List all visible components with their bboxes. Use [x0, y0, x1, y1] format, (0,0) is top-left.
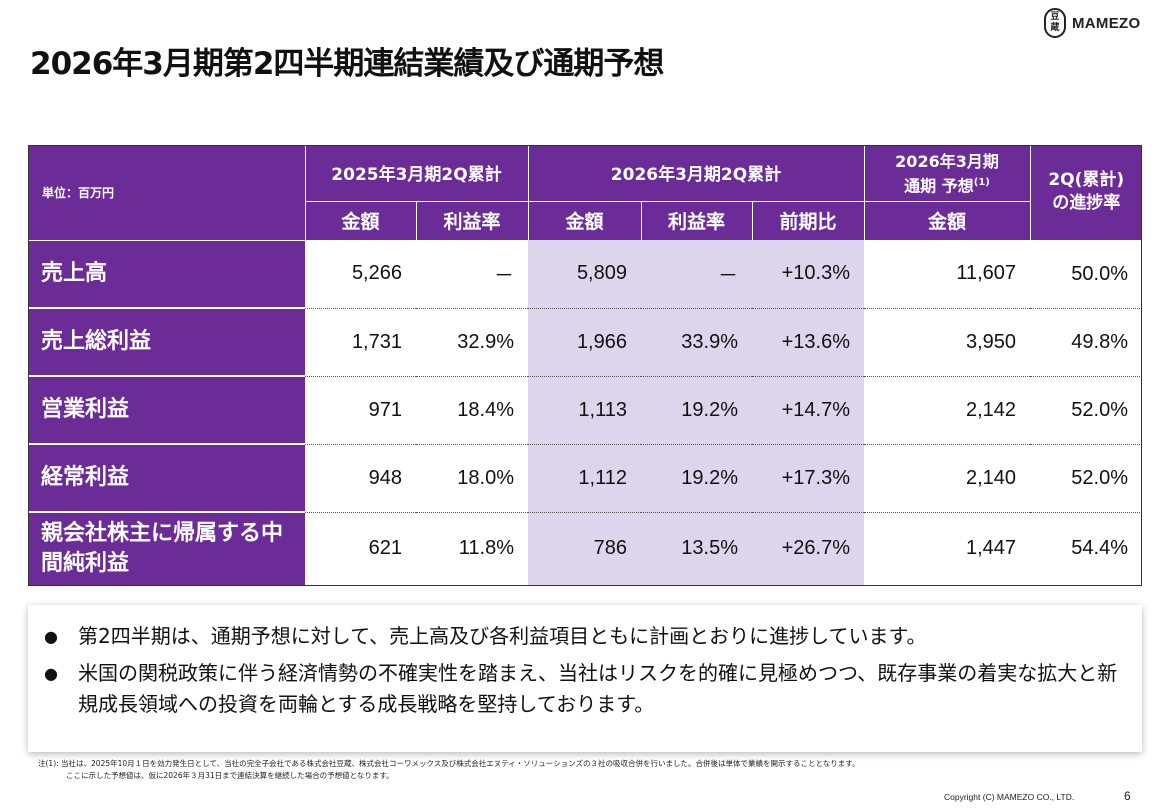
row-label: 経常利益	[28, 444, 305, 513]
row-label: 親会社株主に帰属する中間純利益	[28, 512, 305, 585]
header-progress-line1: 2Q(累計)	[1048, 170, 1125, 191]
cell-forecast: 2,140	[864, 444, 1031, 513]
row-label: 売上高	[28, 240, 305, 309]
subheader-amount-2026: 金額	[528, 201, 642, 240]
header-progress: 2Q(累計) の進捗率	[1030, 145, 1143, 241]
bullet-icon: ●	[44, 627, 58, 646]
table-row: 営業利益 971 18.4% 1,113 19.2% +14.7% 2,142 …	[28, 376, 1143, 445]
cell-margin-2025: 18.0%	[416, 444, 528, 513]
cell-amount-2025: 948	[305, 444, 416, 513]
header-progress-line2: の進捗率	[1052, 193, 1121, 214]
cell-amount-2025: 1,731	[305, 308, 416, 377]
bullet-text: 第2四半期は、通期予想に対して、売上高及び各利益項目ともに計画とおりに進捗してい…	[78, 624, 927, 648]
cell-forecast: 2,142	[864, 376, 1031, 445]
cell-forecast: 3,950	[864, 308, 1031, 377]
cell-progress: 54.4%	[1071, 537, 1129, 560]
cell-yoy: +10.3%	[752, 240, 865, 309]
bullet-icon: ●	[44, 664, 58, 683]
subheader-amount-2025: 金額	[305, 201, 417, 240]
results-table: 単位：百万円 2025年3月期2Q累計 2026年3月期2Q累計 2026年3月…	[28, 145, 1143, 585]
cell-amount-2026: 5,809	[528, 240, 641, 309]
subheader-margin-2025: 利益率	[416, 201, 529, 240]
header-forecast: 2026年3月期 通期 予想(1)	[864, 145, 1031, 202]
cell-margin-2026: 33.9%	[641, 308, 752, 377]
header-forecast-line1: 2026年3月期	[895, 152, 999, 172]
cell-amount-2026: 786	[528, 512, 641, 585]
cell-yoy: +14.7%	[752, 376, 865, 445]
cell-margin-2026: 19.2%	[641, 376, 752, 445]
cell-yoy: +17.3%	[752, 444, 865, 513]
footnote-line1: 注(1): 当社は、2025年10月１日を効力発生日として、当社の完全子会社であ…	[38, 759, 860, 768]
cell-margin-2025: 18.4%	[416, 376, 528, 445]
footnote: 注(1): 当社は、2025年10月１日を効力発生日として、当社の完全子会社であ…	[38, 758, 860, 782]
cell-progress: 50.0%	[1030, 240, 1143, 309]
cell-margin-2025: －	[416, 240, 528, 309]
header-forecast-note: (1)	[973, 177, 990, 189]
header-fy2025: 2025年3月期2Q累計	[305, 145, 529, 202]
page-title: 2026年3月期第2四半期連結業績及び通期予想	[30, 46, 664, 82]
row-label: 営業利益	[28, 376, 305, 445]
cell-margin-2026: 13.5%	[641, 512, 752, 585]
cell-margin-2026: －	[641, 240, 752, 309]
cell-amount-2025: 971	[305, 376, 416, 445]
bullet-text: 米国の関税政策に伴う経済情勢の不確実性を踏まえ、当社はリスクを的確に見極めつつ、…	[78, 661, 1118, 716]
table-row: 売上高 5,266 － 5,809 － +10.3% 11,607 50.0%	[28, 240, 1143, 309]
cell-forecast: 11,607	[864, 240, 1031, 309]
cell-amount-2025: 5,266	[305, 240, 416, 309]
logo-mark-bottom: 蔵	[1050, 23, 1060, 33]
table-row: 経常利益 948 18.0% 1,112 19.2% +17.3% 2,140 …	[28, 444, 1143, 513]
cell-margin-2026: 19.2%	[641, 444, 752, 513]
subheader-margin-2026: 利益率	[641, 201, 753, 240]
list-item: ● 第2四半期は、通期予想に対して、売上高及び各利益項目ともに計画とおりに進捗し…	[44, 621, 1128, 652]
cell-yoy: +26.7%	[752, 512, 865, 585]
header-forecast-line2: 通期 予想	[904, 176, 974, 196]
cell-progress: 49.8%	[1030, 308, 1143, 377]
header-fy2026: 2026年3月期2Q累計	[528, 145, 865, 202]
page-number: 6	[1124, 789, 1131, 803]
row-label: 売上総利益	[28, 308, 305, 377]
cell-margin-2025: 11.8%	[458, 537, 514, 560]
cell-forecast: 1,447	[965, 537, 1017, 560]
cell-progress: 52.0%	[1030, 376, 1143, 445]
subheader-yoy: 前期比	[752, 201, 865, 240]
subheader-forecast-amount: 金額	[864, 201, 1031, 240]
cell-amount-2026: 1,112	[528, 444, 641, 513]
cell-margin-2025: 32.9%	[416, 308, 528, 377]
unit-label: 単位：百万円	[28, 145, 306, 241]
logo-mark-icon: 豆 蔵	[1044, 8, 1066, 38]
cell-amount-2025: 621	[368, 537, 402, 560]
table-row: 売上総利益 1,731 32.9% 1,966 33.9% +13.6% 3,9…	[28, 308, 1143, 377]
list-item: ● 米国の関税政策に伴う経済情勢の不確実性を踏まえ、当社はリスクを的確に見極めつ…	[44, 658, 1128, 720]
mamezo-logo: 豆 蔵 MAMEZO	[1044, 8, 1140, 38]
cell-amount-2026: 1,113	[528, 376, 641, 445]
footnote-line2: ここに示した予想値は、仮に2026年３月31日まで連結決算を継続した場合の予想値…	[66, 771, 394, 780]
logo-text: MAMEZO	[1072, 14, 1141, 32]
copyright-text: Copyright (C) MAMEZO CO., LTD.	[944, 792, 1075, 802]
summary-box: ● 第2四半期は、通期予想に対して、売上高及び各利益項目ともに計画とおりに進捗し…	[28, 605, 1142, 752]
logo-mark-top: 豆	[1050, 12, 1060, 22]
cell-progress: 52.0%	[1030, 444, 1143, 513]
cell-amount-2026: 1,966	[528, 308, 641, 377]
table-row: 親会社株主に帰属する中間純利益 621 11.8% 786 13.5% +26.…	[28, 512, 1142, 585]
cell-yoy: +13.6%	[752, 308, 865, 377]
